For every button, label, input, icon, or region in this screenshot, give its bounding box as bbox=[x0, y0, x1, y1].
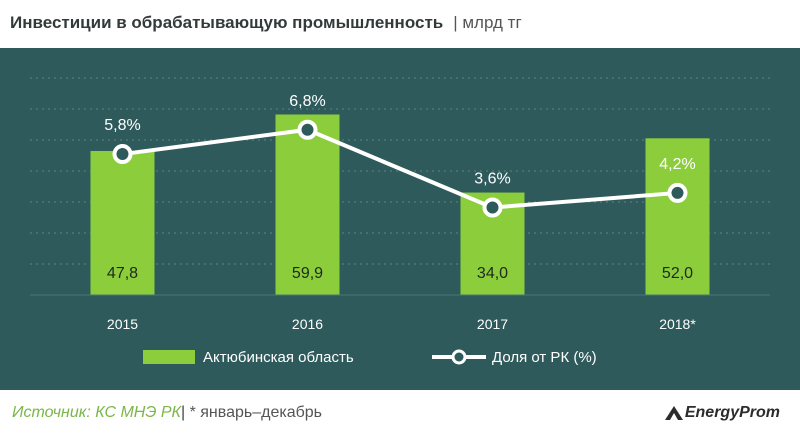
legend-swatch-bar bbox=[143, 350, 195, 364]
line-point-2018* bbox=[667, 182, 688, 203]
source-text: Источник: КС МНЭ РК| * январь–декабрь bbox=[12, 404, 322, 422]
line-point-2015 bbox=[112, 144, 133, 165]
logo-text: EnergyProm bbox=[684, 404, 780, 421]
x-tick-label: 2015 bbox=[107, 316, 138, 332]
bar-value-label: 59,9 bbox=[292, 265, 323, 282]
x-tick-label: 2018* bbox=[659, 316, 696, 332]
bar-series bbox=[90, 114, 710, 295]
chart-title-text: Инвестиции в обрабатывающую промышленнос… bbox=[10, 13, 444, 32]
bar-value-label: 47,8 bbox=[107, 265, 138, 282]
bar-2016 bbox=[275, 114, 340, 295]
legend-swatch-marker bbox=[451, 349, 467, 365]
title-bar: Инвестиции в обрабатывающую промышленнос… bbox=[0, 0, 800, 50]
chart-unit: | млрд тг bbox=[453, 13, 522, 32]
source-label: Источник: КС МНЭ РК bbox=[12, 404, 181, 421]
logo-icon bbox=[664, 406, 683, 420]
legend-label-bar: Актюбинская область bbox=[203, 349, 354, 366]
x-tick-label: 2016 bbox=[292, 316, 323, 332]
line-value-label: 4,2% bbox=[659, 156, 695, 173]
line-value-label: 5,8% bbox=[104, 117, 140, 134]
footer: Источник: КС МНЭ РК| * январь–декабрь En… bbox=[0, 390, 800, 440]
chart-svg: 47,8 59,9 34,0 52,05,8%6,8%3,6%4,2% 2015 201… bbox=[30, 77, 770, 366]
legend-label-line: Доля от РК (%) bbox=[492, 349, 597, 366]
x-axis: 2015 2016 2017 2018* bbox=[30, 294, 770, 332]
bar-value-label: 52,0 bbox=[662, 265, 693, 282]
source-separator: | bbox=[180, 404, 186, 421]
chart-panel: 47,8 59,9 34,0 52,0 5,8% 6,8% 3,6% 4,2% 2015 201… bbox=[0, 48, 800, 390]
bar-value-label: 34,0 bbox=[477, 265, 508, 282]
line-point-2017 bbox=[482, 197, 503, 218]
chart-title: Инвестиции в обрабатывающую промышленнос… bbox=[10, 13, 522, 33]
line-point-2016 bbox=[297, 119, 318, 140]
data-labels: 47,8 59,9 34,0 52,0 5,8% 6,8% 3,6% 4,2% bbox=[104, 93, 695, 282]
line-value-label: 3,6% bbox=[474, 171, 510, 188]
bar-2015 bbox=[90, 150, 155, 295]
energyprom-logo: EnergyProm bbox=[663, 404, 780, 422]
x-tick-label: 2017 bbox=[477, 316, 508, 332]
line-value-label: 6,8% bbox=[289, 93, 325, 110]
legend: Актюбинская область Доля от РК (%) bbox=[143, 349, 597, 366]
line-series bbox=[112, 119, 688, 218]
share-line bbox=[122, 127, 678, 210]
footnote: * январь–декабрь bbox=[189, 404, 322, 421]
bar-2018* bbox=[645, 138, 710, 295]
